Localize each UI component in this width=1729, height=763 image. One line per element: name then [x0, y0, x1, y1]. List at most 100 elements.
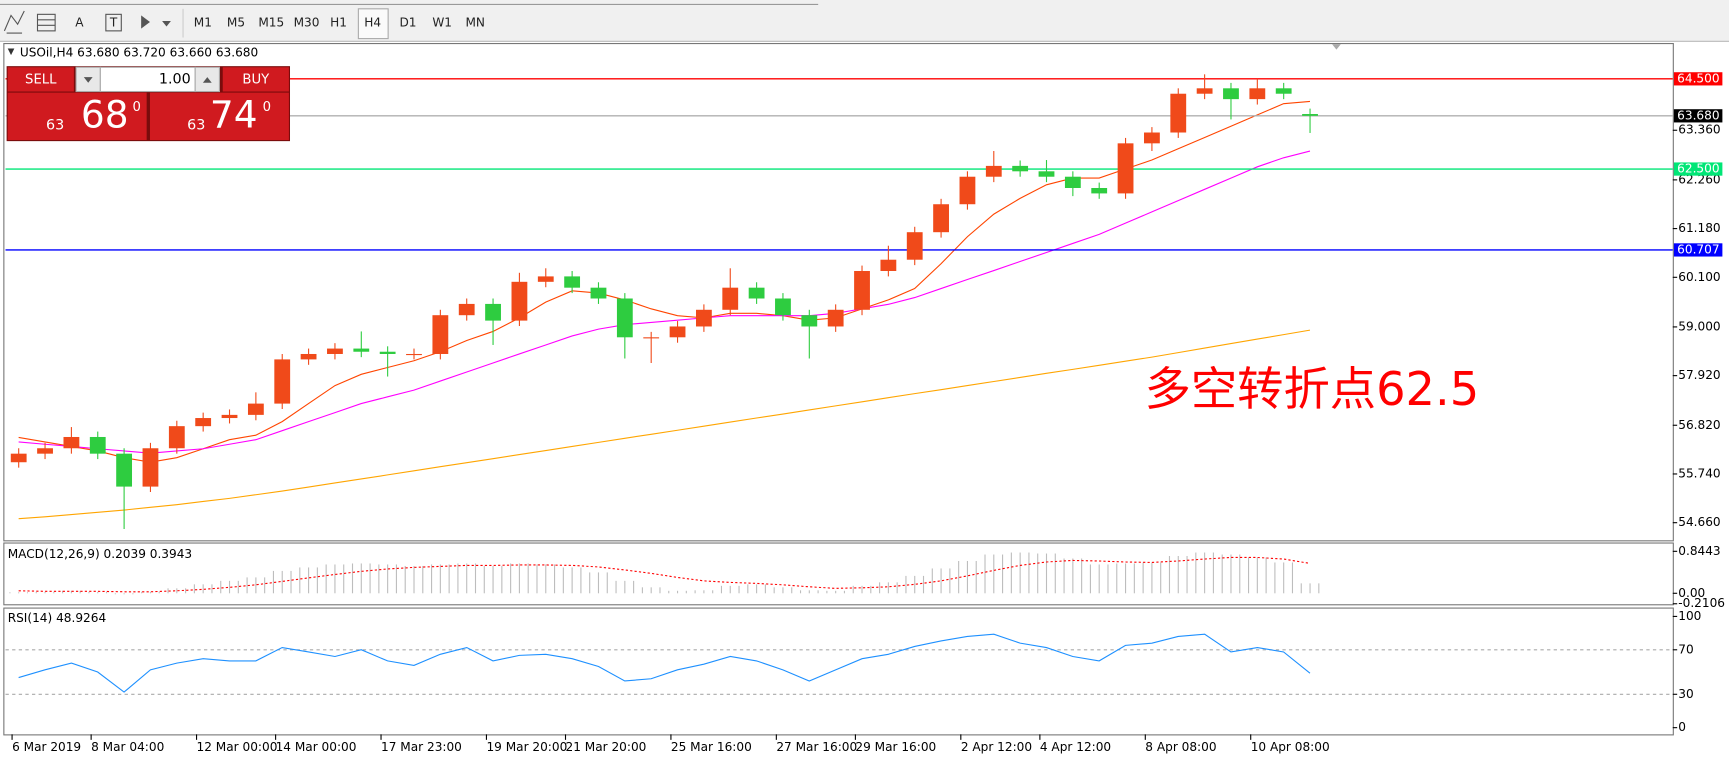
- candle-body: [353, 348, 370, 352]
- chart-shift-marker: [1332, 44, 1341, 50]
- candle-body: [274, 359, 291, 404]
- x-tick-label: 4 Apr 12:00: [1040, 740, 1111, 754]
- period-separator-icon[interactable]: [36, 13, 56, 32]
- label-tool-box: [105, 13, 122, 32]
- x-tick-label: 6 Mar 2019: [12, 740, 81, 754]
- y-tick-label: 55.740: [1678, 466, 1720, 480]
- one-click-trading: SELL 1.00 BUY 63 68 0 63 74 0: [6, 66, 291, 142]
- symbol-marker: [7, 48, 15, 56]
- candle-body: [327, 348, 343, 354]
- candle-body: [485, 303, 501, 321]
- y-tick-label: 63.360: [1678, 123, 1720, 137]
- y-tick-label: -0.2106: [1678, 596, 1725, 610]
- label-tool[interactable]: T: [109, 16, 118, 30]
- x-tick-label: 17 Mar 23:00: [381, 740, 462, 754]
- timeframe-button[interactable]: D1: [399, 16, 416, 30]
- x-tick-label: 12 Mar 00:00: [197, 740, 278, 754]
- active-timeframe: [357, 8, 389, 40]
- text-tool[interactable]: A: [75, 16, 84, 30]
- timeframe-button[interactable]: M1: [194, 16, 212, 30]
- candle-body: [854, 270, 870, 310]
- indicator-line: [18, 633, 1311, 693]
- candle-body: [195, 418, 212, 427]
- candle-body: [775, 298, 791, 316]
- candle-body: [89, 436, 106, 454]
- x-tick-label: 8 Mar 04:00: [91, 740, 164, 754]
- candle-body: [985, 165, 1002, 177]
- candle-body: [1117, 143, 1134, 194]
- candle-body: [695, 309, 712, 327]
- y-tick-label: 60.100: [1678, 270, 1720, 284]
- y-tick-label: 100: [1678, 609, 1701, 623]
- volume-input[interactable]: [99, 66, 196, 93]
- candle-body: [1275, 88, 1292, 94]
- level-label: 63.680: [1677, 108, 1719, 122]
- bid-fraction: 0: [133, 100, 141, 115]
- buy-button[interactable]: [222, 67, 289, 92]
- candle-body: [458, 303, 475, 316]
- y-tick-label: 70: [1678, 642, 1693, 656]
- y-tick-label: 0.8443: [1678, 544, 1720, 558]
- candle-body: [432, 315, 449, 354]
- indicator-line: [18, 100, 1311, 463]
- level-label: 62.500: [1677, 162, 1719, 176]
- bid-prefix: 63: [46, 118, 64, 134]
- level-label-box: [1673, 72, 1723, 86]
- candle-body: [1223, 88, 1239, 100]
- volume-value[interactable]: 1.00: [159, 71, 191, 87]
- candle-body: [1064, 176, 1081, 188]
- timeframe-button[interactable]: MN: [465, 16, 485, 30]
- candle-body: [1038, 171, 1055, 177]
- price-panel: [3, 43, 1674, 542]
- arrow-tool-icon[interactable]: [141, 15, 171, 29]
- ask-fraction: 0: [263, 100, 271, 115]
- ask-prefix: 63: [187, 118, 205, 134]
- x-tick-label: 27 Mar 16:00: [776, 740, 857, 754]
- x-tick-label: 21 Mar 20:00: [566, 740, 647, 754]
- level-label-box: [1673, 162, 1723, 176]
- candle-body: [906, 232, 923, 260]
- candle-body: [511, 281, 528, 321]
- up-arrow: [202, 77, 212, 83]
- level-label: 64.500: [1677, 71, 1719, 85]
- timeframe-button[interactable]: M15: [258, 16, 284, 30]
- ask-box[interactable]: [149, 92, 289, 141]
- timeframe-button[interactable]: H4: [364, 16, 381, 30]
- candle-body: [1196, 88, 1213, 94]
- y-tick-label: 57.920: [1678, 368, 1720, 382]
- x-tick-label: 29 Mar 16:00: [855, 740, 936, 754]
- timeframe-button[interactable]: H1: [330, 16, 347, 30]
- chart-tool-icon[interactable]: [3, 10, 25, 34]
- candle-body: [1144, 132, 1160, 144]
- chart-title: USOil,H4 63.680 63.720 63.660 63.680: [20, 45, 258, 59]
- timeframe-button[interactable]: M30: [294, 16, 320, 30]
- candle-body: [10, 453, 27, 463]
- candle-body: [1170, 93, 1187, 133]
- bid-box[interactable]: [7, 92, 147, 141]
- candle-body: [247, 403, 264, 415]
- level-label: 60.707: [1677, 242, 1719, 256]
- x-tick-label: 2 Apr 12:00: [961, 740, 1032, 754]
- sell-button[interactable]: [7, 67, 74, 92]
- ask-price: 74: [210, 92, 258, 136]
- y-tick-label: 56.820: [1678, 418, 1720, 432]
- bid-price: 68: [81, 92, 129, 136]
- indicator-title: MACD(12,26,9) 0.2039 0.3943: [8, 547, 192, 561]
- candle-body: [801, 315, 818, 327]
- candle-body: [63, 436, 80, 449]
- timeframe-button[interactable]: M5: [227, 16, 245, 30]
- candle-body: [1012, 165, 1029, 172]
- level-label-box: [1673, 243, 1723, 257]
- candle-body: [933, 204, 949, 233]
- timeframe-button[interactable]: W1: [432, 16, 452, 30]
- candle-body: [590, 287, 607, 299]
- candle-body: [406, 353, 422, 356]
- volume-up[interactable]: [194, 66, 220, 93]
- candle-body: [537, 276, 554, 282]
- sell-label[interactable]: SELL: [25, 72, 57, 87]
- x-tick-label: 14 Mar 00:00: [276, 740, 357, 754]
- x-tick-label: 8 Apr 08:00: [1145, 740, 1216, 754]
- x-tick-label: 10 Apr 08:00: [1251, 740, 1330, 754]
- buy-label[interactable]: BUY: [242, 72, 270, 87]
